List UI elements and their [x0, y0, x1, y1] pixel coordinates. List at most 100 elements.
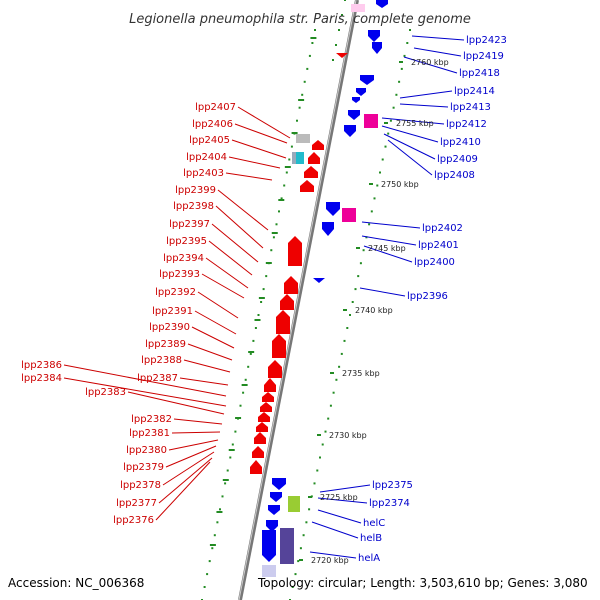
right-tick-dot — [299, 547, 302, 550]
right-tick-dot — [400, 67, 403, 70]
right-tick-dot — [354, 288, 357, 291]
left-gene-label: lpp2388 — [141, 355, 182, 366]
right-gene-label: lpp2410 — [440, 137, 481, 148]
left-tick-dot — [219, 508, 221, 511]
left-gene-label: lpp2403 — [183, 168, 224, 179]
right-leader-line — [383, 133, 436, 160]
backbone-highlight — [238, 0, 357, 600]
left-tick-dot — [296, 119, 298, 122]
map-title: Legionella pneumophila str. Paris, compl… — [129, 12, 471, 27]
right-tick-dot — [359, 262, 362, 265]
forward-gene-arrow — [313, 278, 325, 283]
left-tick-dot — [314, 29, 316, 31]
left-gene-label: lpp2394 — [163, 253, 204, 264]
forward-gene-arrow — [372, 42, 382, 54]
right-tick-dot — [392, 106, 395, 109]
left-tick-dot — [239, 404, 242, 407]
reverse-gene-arrow — [260, 402, 272, 412]
left-gene-label: lpp2399 — [175, 185, 216, 196]
other-gene — [288, 496, 300, 512]
right-tick-dot — [389, 119, 392, 122]
right-tick-dot — [316, 469, 319, 472]
right-gene-label: lpp2409 — [437, 154, 478, 165]
rna-gene — [342, 208, 356, 222]
right-tick-dot — [308, 508, 311, 511]
left-leader-line — [183, 359, 231, 373]
right-tick-dot — [381, 158, 384, 161]
scale-label: 2745 kbp — [368, 244, 406, 253]
reverse-gene-arrow — [276, 310, 290, 334]
right-tick-dot — [379, 171, 381, 174]
left-tick-dot — [206, 573, 209, 576]
forward-gene-arrow — [356, 88, 366, 96]
left-tick-dot — [208, 560, 211, 563]
reverse-gene-arrow — [280, 294, 294, 310]
left-leader-line — [168, 439, 219, 451]
gene-features — [250, 0, 388, 577]
pseudogene — [296, 134, 310, 143]
left-leader-line — [215, 205, 264, 249]
reverse-gene-arrow — [264, 378, 276, 392]
left-gene-label: lpp2383 — [85, 387, 126, 398]
forward-gene-arrow — [368, 30, 380, 42]
right-gene-label: helA — [358, 553, 380, 564]
right-gene-label: lpp2413 — [450, 102, 491, 113]
left-leader-line — [179, 377, 229, 386]
right-leader-line — [309, 551, 357, 559]
left-tick-dot — [311, 42, 314, 44]
genome-backbone — [238, 0, 359, 600]
left-tick-dot — [213, 534, 216, 537]
right-tick-dot — [409, 29, 411, 31]
left-gene-label: lpp2395 — [166, 236, 207, 247]
other-gene — [296, 152, 304, 164]
right-tick-dot — [373, 197, 376, 200]
right-gene-label: lpp2402 — [422, 223, 463, 234]
left-tick-dot — [231, 443, 234, 446]
right-gene-label: lpp2401 — [418, 240, 459, 251]
right-leader-line — [411, 35, 465, 41]
left-tick-dot — [275, 223, 278, 226]
forward-gene-arrow — [348, 110, 360, 120]
forward-gene-arrow — [262, 530, 276, 562]
right-tick-dot — [321, 443, 324, 446]
inner-tick-dot — [338, 29, 340, 31]
left-gene-label: lpp2389 — [145, 339, 186, 350]
right-leader-line — [363, 245, 413, 263]
forward-gene-arrow — [376, 0, 388, 8]
reverse-gene-arrow — [300, 180, 314, 192]
left-gene-label: lpp2382 — [131, 414, 172, 425]
left-leader-line — [173, 418, 223, 425]
right-leader-line — [319, 484, 371, 493]
right-gene-label: helC — [363, 518, 385, 529]
left-leader-line — [194, 310, 237, 335]
right-tick-dot — [376, 184, 379, 187]
reverse-gene-arrow — [268, 360, 282, 378]
left-tick-dot — [257, 314, 260, 316]
right-tick-dot — [327, 417, 330, 420]
right-gene-label: lpp2412 — [446, 119, 487, 130]
accession-text: Accession: NC_006368 — [8, 576, 144, 590]
left-tick-dot — [285, 171, 288, 174]
right-tick-dot — [357, 275, 360, 278]
forward-gene-arrow — [272, 478, 286, 490]
left-tick-dot — [252, 339, 255, 342]
right-leader-line — [413, 47, 462, 57]
left-leader-line — [217, 189, 269, 231]
left-tick-dot — [242, 391, 245, 394]
forward-gene-arrow — [270, 492, 282, 502]
left-gene-label: lpp2405 — [189, 135, 230, 146]
left-gene-label: lpp2386 — [21, 360, 62, 371]
right-tick-dot — [305, 521, 308, 524]
left-leader-line — [158, 457, 213, 504]
left-tick-dot — [283, 184, 286, 187]
left-gene-label: lpp2387 — [137, 373, 178, 384]
right-tick-dot — [319, 456, 321, 459]
right-tick-dot — [302, 534, 305, 537]
right-tick-dot — [332, 391, 335, 394]
right-tick-dot — [349, 314, 351, 316]
backbone-line — [238, 0, 359, 600]
reverse-gene-arrow — [258, 412, 270, 422]
left-gene-label: lpp2376 — [113, 515, 154, 526]
left-gene-label: lpp2377 — [116, 498, 157, 509]
